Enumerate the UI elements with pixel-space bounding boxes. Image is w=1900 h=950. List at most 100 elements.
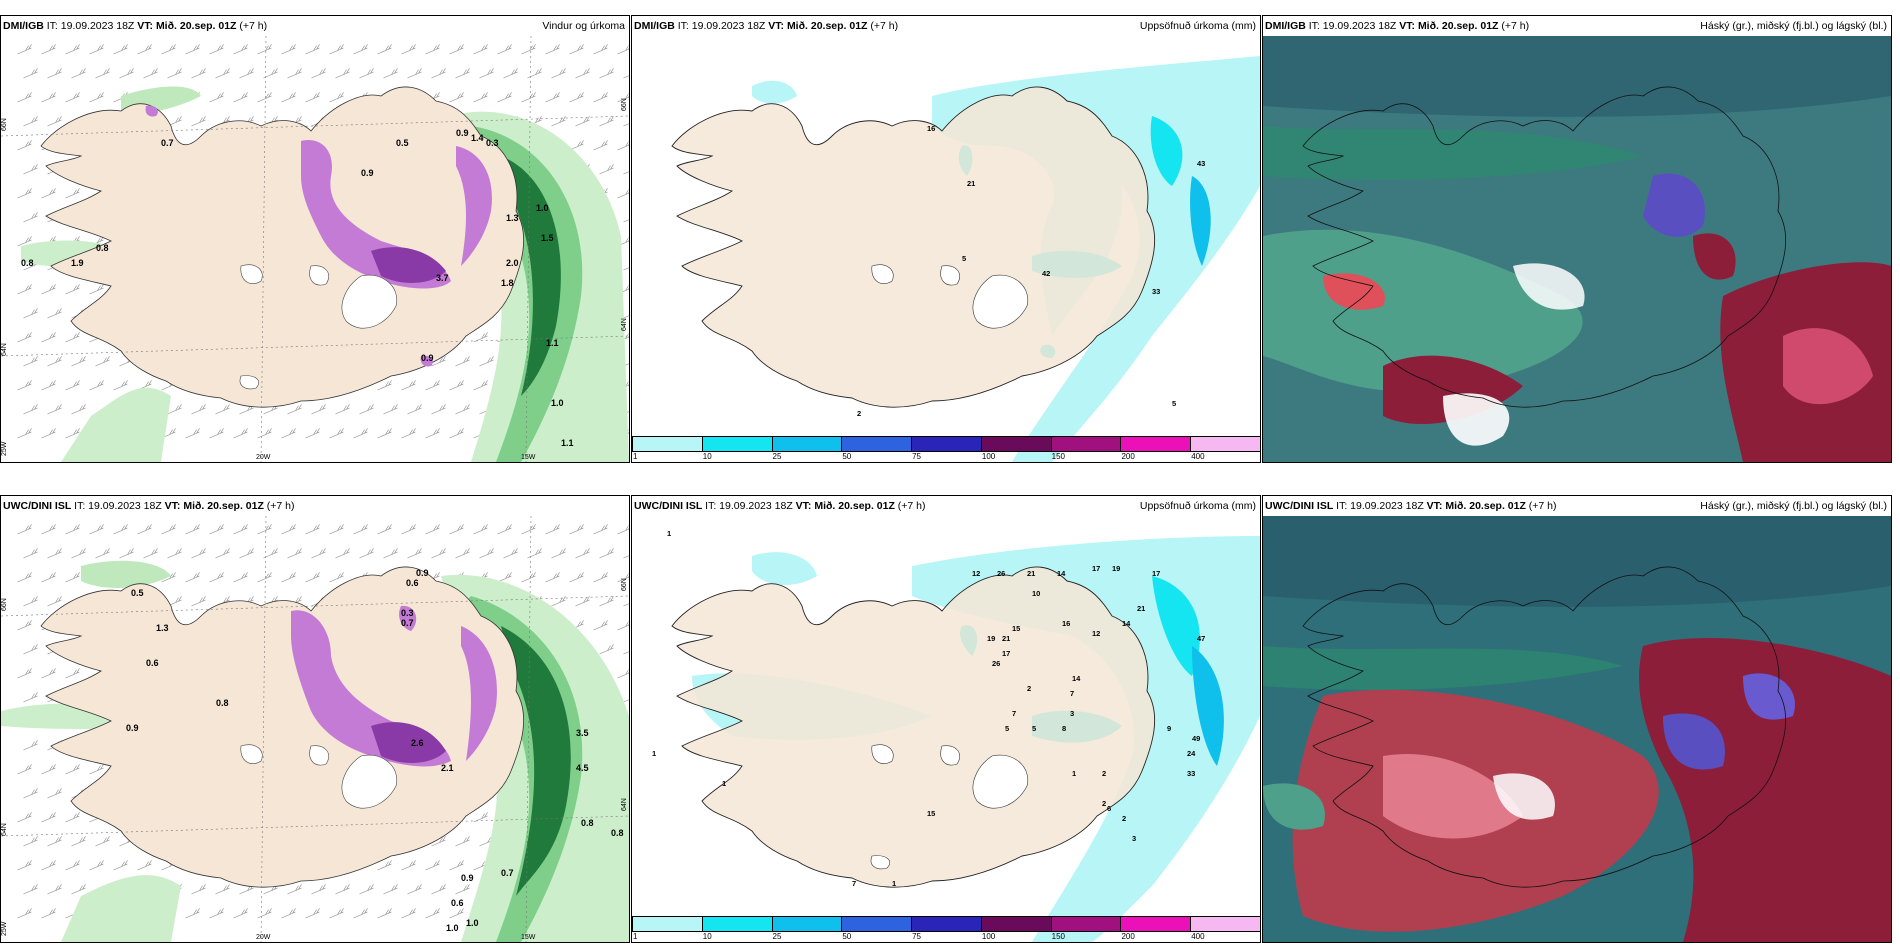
colorbar-tick: 200 <box>1121 932 1135 941</box>
wind-barb <box>281 92 296 103</box>
precip-value-label: 17 <box>1002 649 1010 658</box>
panel-title: Háský (gr.), miðský (fj.bl.) og lágský (… <box>1700 500 1887 512</box>
wind-barb <box>425 524 440 535</box>
wind-precip-map[interactable]: 66N 64N 66N 64N 25W 20W 15W 0.7 0.5 0.9 0.3… <box>1 36 629 462</box>
wind-barb <box>239 548 254 559</box>
precip-value-label: 1 <box>722 779 726 788</box>
precip-value-label: 16 <box>927 124 935 133</box>
iceland-land <box>671 86 1156 408</box>
accum-precip-map[interactable]: 1 12 26 21 14 10 17 19 17 21 14 15 16 47 12 19 21 17 26 2 14… <box>632 516 1260 942</box>
panel-title: Vindur og úrkoma <box>542 20 625 32</box>
wind-barb <box>65 92 80 103</box>
wind-barb <box>65 668 80 679</box>
graticule <box>1 36 629 462</box>
wind-barb <box>425 44 440 55</box>
panel-title: Uppsöfnuð úrkoma (mm) <box>1139 20 1256 32</box>
panel-clouds-dmi: DMI/IGB IT: 19.09.2023 18Z VT: Mið. 20.s… <box>1262 15 1892 463</box>
wind-barb <box>401 44 416 55</box>
wind-barb <box>281 572 296 583</box>
precip-value-label: 2 <box>1027 684 1031 693</box>
wind-barb <box>431 68 446 79</box>
precip-value-label: 0.7 <box>161 138 174 148</box>
wind-barb <box>17 860 32 871</box>
precip-value-label: 0.9 <box>461 873 474 883</box>
wind-barb <box>17 188 32 199</box>
wind-barb <box>137 44 152 55</box>
precip-value-label: 14 <box>1072 674 1081 683</box>
precip-value-label: 1.4 <box>471 133 484 143</box>
precip-labels: 0.51.30.60.90.30.60.70.80.92.62.13.54.50… <box>126 568 624 933</box>
precip-value-label: 21 <box>967 179 975 188</box>
wind-barb <box>65 188 80 199</box>
wind-barb <box>335 884 350 895</box>
wind-barb <box>47 116 62 127</box>
precip-value-label: 0.8 <box>581 818 594 828</box>
precip-value-label: 24 <box>1187 749 1196 758</box>
wind-barb <box>71 548 86 559</box>
precip-value-label: 0.5 <box>131 588 144 598</box>
wind-barb <box>599 164 614 175</box>
wind-barb <box>209 524 224 535</box>
precip-value-label: 1.1 <box>546 338 559 348</box>
precip-value-label: 1.5 <box>541 233 554 243</box>
cloud-cover-map[interactable] <box>1263 36 1891 462</box>
wind-barb <box>353 908 368 919</box>
panel-title: Háský (gr.), miðský (fj.bl.) og lágský (… <box>1700 20 1887 32</box>
wind-barb <box>257 524 272 535</box>
wind-barb <box>335 404 350 415</box>
panel-clouds-uwc: UWC/DINI ISL IT: 19.09.2023 18Z VT: Mið.… <box>1262 495 1892 943</box>
wind-barb <box>185 524 200 535</box>
colorbar-swatch <box>632 916 703 932</box>
wind-barb <box>455 836 470 847</box>
wind-barb <box>623 555 629 559</box>
iceland-outline <box>1302 86 1786 408</box>
colorbar: 1 10 25 50 75 100 150 200 400 <box>632 436 1260 462</box>
wind-barb <box>47 308 62 319</box>
accum-precip-map[interactable]: 16 21 43 5 42 33 5 2 <box>632 36 1260 462</box>
wind-barb <box>623 315 629 319</box>
colorbar-swatch <box>1190 436 1260 452</box>
wind-precip-map[interactable]: 66N 64N 66N 64N 25W 20W 15W 0.5 1.3 0.6 0.9… <box>1 516 629 942</box>
colorbar-swatch <box>1190 916 1260 932</box>
wind-barb <box>449 428 464 439</box>
wind-barb <box>593 140 608 151</box>
colorbar-tick: 1 <box>633 452 638 461</box>
precip-value-label: 0.6 <box>146 658 159 668</box>
wind-barb <box>497 44 512 55</box>
wind-barb <box>383 548 398 559</box>
wind-barb <box>257 908 272 919</box>
lon-label-15w: 15W <box>521 454 536 461</box>
lat-label-64n-right: 64N <box>621 798 628 811</box>
colorbar-tick: 10 <box>702 452 712 461</box>
wind-barb <box>167 404 182 415</box>
wind-barb <box>185 572 200 583</box>
wind-barb <box>377 44 392 55</box>
wind-barb <box>431 836 446 847</box>
wind-barb <box>65 284 80 295</box>
colorbar-tick: 25 <box>772 932 782 941</box>
wind-barb <box>17 572 32 583</box>
precip-value-label: 0.9 <box>416 568 429 578</box>
ice-caps <box>870 744 1029 870</box>
wind-barb <box>593 524 608 535</box>
lon-label-20w: 20W <box>256 454 271 461</box>
wind-barb <box>407 68 422 79</box>
wind-barb <box>89 380 104 391</box>
wind-barb <box>623 171 629 175</box>
wind-barb <box>287 884 302 895</box>
wind-barb <box>17 92 32 103</box>
precip-value-label: 2 <box>857 409 861 418</box>
wind-barb <box>23 788 38 799</box>
precip-value-label: 2.0 <box>506 258 519 268</box>
colorbar-swatch <box>980 436 1052 452</box>
precip-value-label: 17 <box>1092 564 1100 573</box>
wind-barb <box>41 812 56 823</box>
wind-barb <box>233 44 248 55</box>
colorbar-swatch <box>771 916 843 932</box>
wind-barb <box>143 68 158 79</box>
cloud-cover-map[interactable] <box>1263 516 1891 942</box>
precip-value-label: 0.8 <box>21 258 34 268</box>
panel-header: UWC/DINI ISL IT: 19.09.2023 18Z VT: Mið.… <box>1 496 629 516</box>
precip-value-label: 33 <box>1187 769 1195 778</box>
colorbar-swatch <box>771 436 843 452</box>
